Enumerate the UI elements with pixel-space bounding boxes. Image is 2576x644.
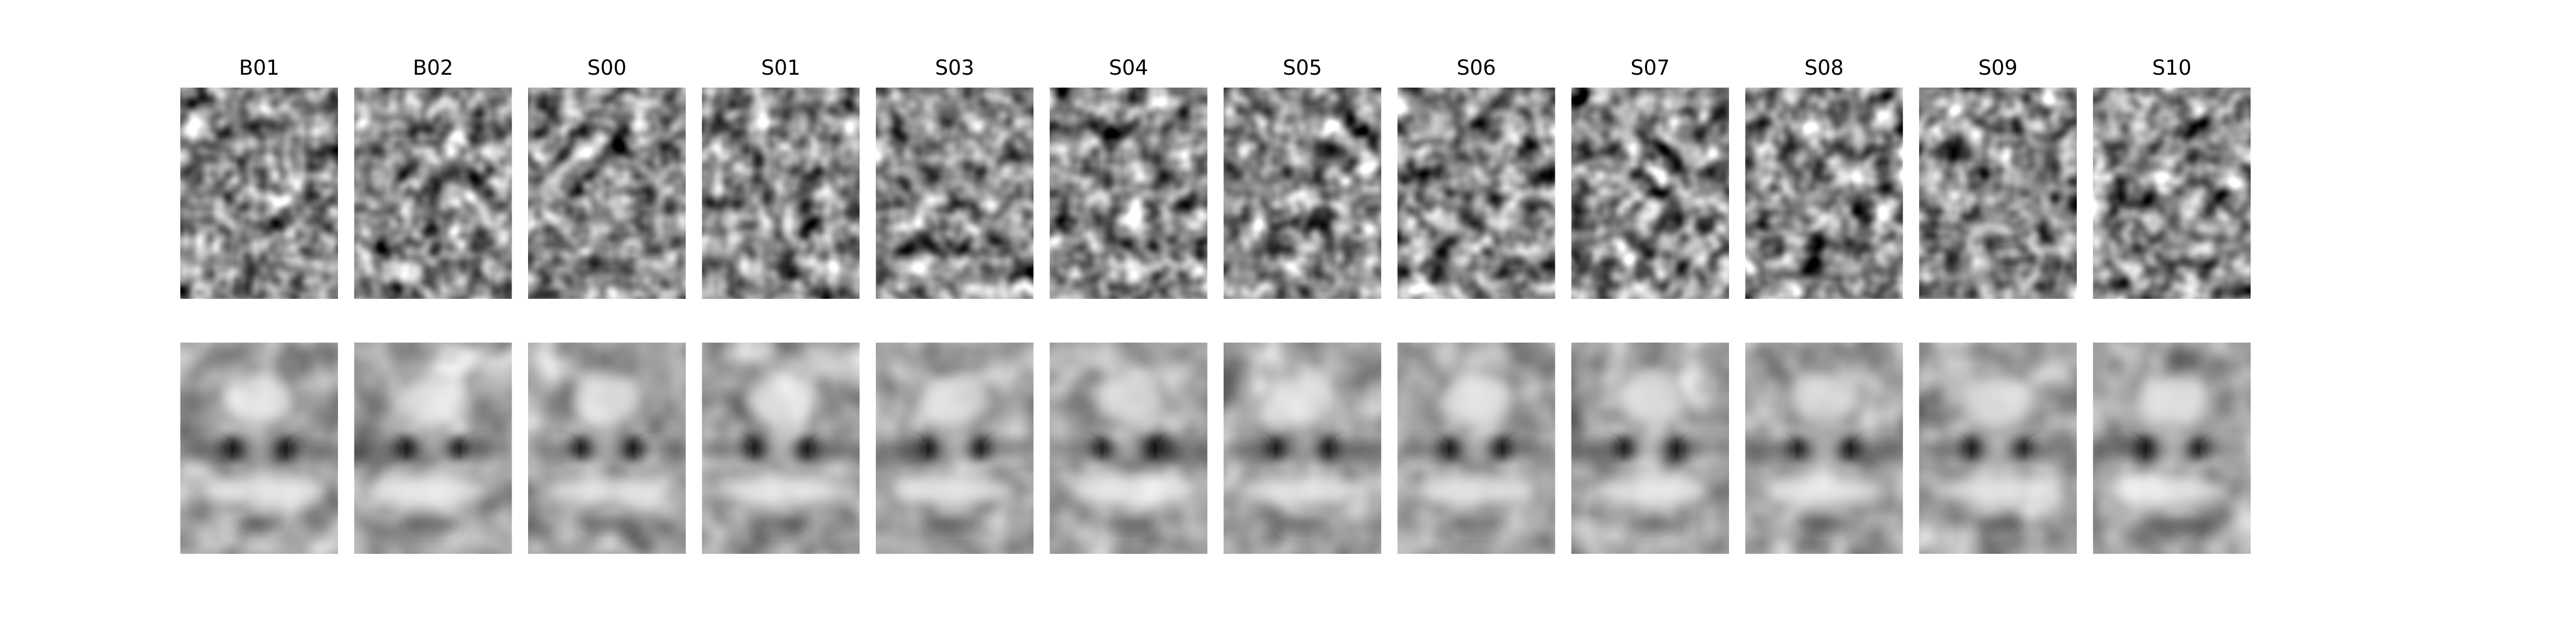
- face-panel-s04: [1049, 343, 1208, 554]
- noise-panel-s07: [1571, 88, 1729, 299]
- face-panel-b01: [180, 343, 338, 554]
- column-title-b02: B02: [413, 56, 453, 80]
- column-title-b01: B01: [239, 56, 279, 80]
- column-title-s07: S07: [1631, 56, 1670, 80]
- column-titles: B01 B02 S00 S01 S03 S04 S05 S06 S07 S08 S09 S10: [239, 56, 2192, 80]
- noise-panel-s06: [1397, 88, 1555, 299]
- face-panel-s10: [2093, 343, 2251, 554]
- face-panel-s06: [1397, 343, 1555, 554]
- column-title-s10: S10: [2152, 56, 2191, 80]
- column-title-s01: S01: [761, 56, 800, 80]
- noise-panel-s05: [1224, 88, 1381, 299]
- column-title-s00: S00: [587, 56, 626, 80]
- column-title-s09: S09: [1978, 56, 2018, 80]
- column-title-s08: S08: [1804, 56, 1843, 80]
- face-panel-s09: [1919, 343, 2077, 554]
- noise-panel-s00: [528, 88, 686, 299]
- column-title-s06: S06: [1456, 56, 1496, 80]
- column-title-s04: S04: [1109, 56, 1148, 80]
- face-panel-s05: [1224, 343, 1381, 554]
- face-panel-b02: [354, 343, 512, 554]
- face-panel-s07: [1571, 343, 1729, 554]
- column-title-s05: S05: [1283, 56, 1322, 80]
- face-panel-s03: [876, 343, 1033, 554]
- noise-panel-s09: [1919, 88, 2077, 299]
- column-title-s03: S03: [935, 56, 974, 80]
- noise-panel-b02: [354, 88, 512, 299]
- noise-panel-s10: [2093, 88, 2251, 299]
- noise-panel-s01: [702, 88, 860, 299]
- noise-panel-s03: [876, 88, 1033, 299]
- noise-panel-b01: [180, 88, 338, 299]
- noise-panel-s04: [1049, 88, 1208, 299]
- noise-panel-s08: [1745, 88, 1903, 299]
- face-panel-s01: [702, 343, 860, 554]
- face-panel-s00: [528, 343, 686, 554]
- face-panel-s08: [1745, 343, 1903, 554]
- image-panels: [180, 88, 2251, 554]
